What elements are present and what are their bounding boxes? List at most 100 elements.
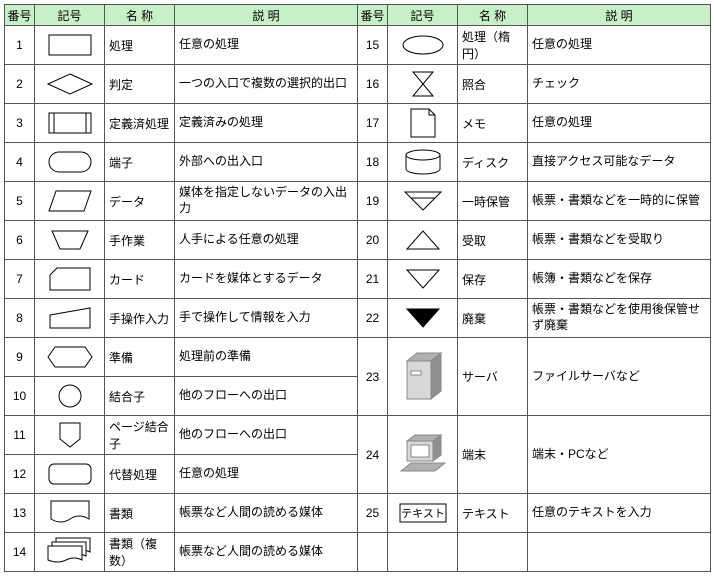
row-desc: 任意の処理: [175, 455, 358, 494]
row-name: ページ結合子: [105, 416, 175, 455]
header-row: 番号 記号 名 称 説 明 番号 記号 名 称 説 明: [5, 5, 711, 26]
row-name: 手作業: [105, 221, 175, 260]
row-desc: 他のフローへの出口: [175, 416, 358, 455]
row-num: 10: [5, 377, 35, 416]
row-num: 20: [358, 221, 388, 260]
header-sym: 記号: [35, 5, 105, 26]
terminator-icon: [35, 143, 105, 182]
table-row: 3 定義済処理 定義済みの処理 17 メモ 任意の処理: [5, 104, 711, 143]
table-row: 11 ページ結合子 他のフローへの出口 24 端末 端末・PCなど: [5, 416, 711, 455]
receive-icon: [388, 221, 458, 260]
terminal-icon: [388, 416, 458, 494]
ellipse-icon: [388, 26, 458, 65]
row-num: 21: [358, 260, 388, 299]
empty-icon: [388, 533, 458, 572]
table-row: 6 手作業 人手による任意の処理 20 受取 帳票・書類などを受取り: [5, 221, 711, 260]
connector-icon: [35, 377, 105, 416]
row-name: 準備: [105, 338, 175, 377]
row-name: データ: [105, 182, 175, 221]
row-desc: 他のフローへの出口: [175, 377, 358, 416]
row-num: 11: [5, 416, 35, 455]
row-desc: 任意の処理: [175, 26, 358, 65]
row-name: 手操作入力: [105, 299, 175, 338]
row-name: 保存: [458, 260, 528, 299]
row-num: 9: [5, 338, 35, 377]
row-num: 19: [358, 182, 388, 221]
row-desc: 帳簿・書類などを保存: [528, 260, 711, 299]
row-desc: 端末・PCなど: [528, 416, 711, 494]
row-name: 結合子: [105, 377, 175, 416]
data-icon: [35, 182, 105, 221]
row-name: 一時保管: [458, 182, 528, 221]
note-icon: [388, 104, 458, 143]
document-icon: [35, 494, 105, 533]
row-desc: 人手による任意の処理: [175, 221, 358, 260]
row-name: 書類: [105, 494, 175, 533]
row-name: 処理（楕円）: [458, 26, 528, 65]
decision-icon: [35, 65, 105, 104]
multi-document-icon: [35, 533, 105, 572]
row-desc: カードを媒体とするデータ: [175, 260, 358, 299]
row-desc: 任意の処理: [528, 26, 711, 65]
manual-input-icon: [35, 299, 105, 338]
table-row: 5 データ 媒体を指定しないデータの入出力 19 一時保管 帳票・書類などを一時…: [5, 182, 711, 221]
row-desc: 帳票・書類などを受取り: [528, 221, 711, 260]
row-desc: 媒体を指定しないデータの入出力: [175, 182, 358, 221]
predefined-process-icon: [35, 104, 105, 143]
row-name: カード: [105, 260, 175, 299]
row-num: 7: [5, 260, 35, 299]
row-desc: [528, 533, 711, 572]
row-num: 3: [5, 104, 35, 143]
row-num: 17: [358, 104, 388, 143]
store-icon: [388, 260, 458, 299]
process-icon: [35, 26, 105, 65]
row-desc: チェック: [528, 65, 711, 104]
row-num: 15: [358, 26, 388, 65]
row-desc: 処理前の準備: [175, 338, 358, 377]
header-desc: 説 明: [175, 5, 358, 26]
row-num: 24: [358, 416, 388, 494]
offpage-connector-icon: [35, 416, 105, 455]
row-name: 端末: [458, 416, 528, 494]
header-sym: 記号: [388, 5, 458, 26]
row-name: テキスト: [458, 494, 528, 533]
row-name: 端子: [105, 143, 175, 182]
row-desc: 外部への出入口: [175, 143, 358, 182]
row-name: 判定: [105, 65, 175, 104]
table-row: 4 端子 外部への出入口 18 ディスク 直接アクセス可能なデータ: [5, 143, 711, 182]
disk-icon: [388, 143, 458, 182]
row-num: 18: [358, 143, 388, 182]
row-num: 16: [358, 65, 388, 104]
row-num: 12: [5, 455, 35, 494]
row-desc: 定義済みの処理: [175, 104, 358, 143]
card-icon: [35, 260, 105, 299]
row-name: メモ: [458, 104, 528, 143]
header-desc: 説 明: [528, 5, 711, 26]
row-desc: 帳票など人間の読める媒体: [175, 494, 358, 533]
row-num: 8: [5, 299, 35, 338]
alternate-process-icon: [35, 455, 105, 494]
row-num: 23: [358, 338, 388, 416]
manual-operation-icon: [35, 221, 105, 260]
row-desc: 任意の処理: [528, 104, 711, 143]
discard-icon: [388, 299, 458, 338]
table-row: 1 処理 任意の処理 15 処理（楕円） 任意の処理: [5, 26, 711, 65]
table-row: 13 書類 帳票など人間の読める媒体 25 テキスト テキスト 任意のテキストを…: [5, 494, 711, 533]
table-row: 14 書類（複数） 帳票など人間の読める媒体: [5, 533, 711, 572]
row-name: [458, 533, 528, 572]
flowchart-symbol-table: 番号 記号 名 称 説 明 番号 記号 名 称 説 明 1 処理 任意の処理 1…: [4, 4, 711, 572]
row-desc: 任意のテキストを入力: [528, 494, 711, 533]
row-name: 廃棄: [458, 299, 528, 338]
header-num: 番号: [358, 5, 388, 26]
svg-text:テキスト: テキスト: [401, 508, 445, 520]
row-desc: 帳票など人間の読める媒体: [175, 533, 358, 572]
row-num: 2: [5, 65, 35, 104]
row-num: 1: [5, 26, 35, 65]
header-num: 番号: [5, 5, 35, 26]
row-num: 5: [5, 182, 35, 221]
row-num: 25: [358, 494, 388, 533]
table-row: 8 手操作入力 手で操作して情報を入力 22 廃棄 帳票・書類などを使用後保管せ…: [5, 299, 711, 338]
row-num: [358, 533, 388, 572]
row-name: 処理: [105, 26, 175, 65]
row-name: 照合: [458, 65, 528, 104]
